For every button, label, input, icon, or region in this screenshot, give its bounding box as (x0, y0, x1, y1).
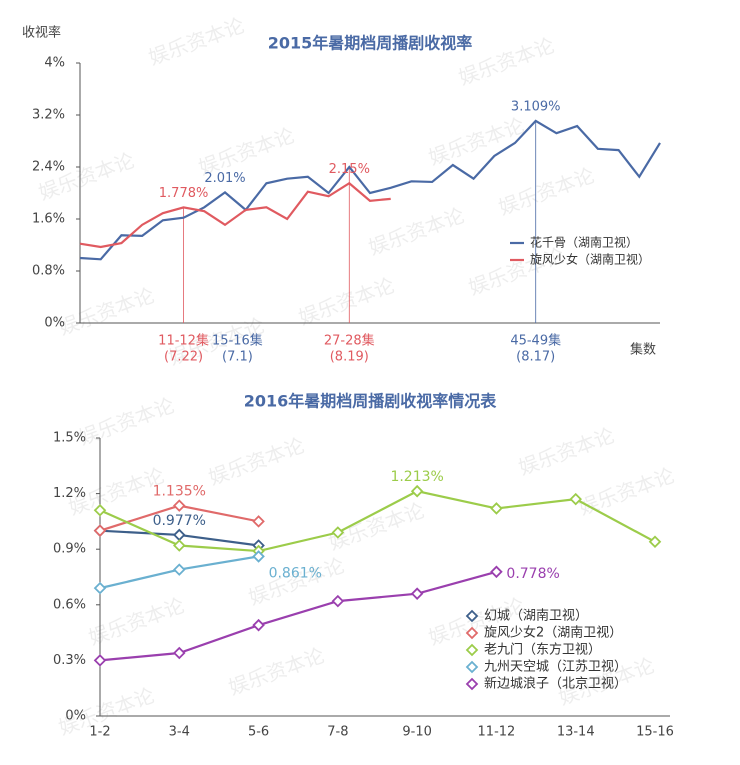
legend-label: 九州天空城（江苏卫视） (484, 659, 627, 675)
watermark: 娱乐资本论 (205, 433, 307, 490)
data-label: 0.977% (153, 513, 206, 529)
watermark: 娱乐资本论 (55, 283, 157, 340)
legend-label: 旋风少女2（湖南卫视） (484, 625, 622, 641)
annotation-label: 27-28集 (324, 333, 375, 349)
marker (173, 499, 186, 512)
marker (173, 646, 186, 660)
marker (490, 502, 503, 515)
y-axis-title: 收视率 (22, 25, 61, 41)
marker (331, 594, 345, 608)
marker (490, 565, 503, 579)
annotation-note: (7.1) (222, 350, 253, 365)
y-tick-label: 1.5% (53, 431, 86, 446)
y-tick-label: 0% (65, 709, 86, 724)
legend-label: 旋风少女（湖南卫视） (530, 252, 650, 267)
series-line (79, 181, 391, 249)
x-tick-label: 3-4 (169, 725, 190, 740)
marker (173, 528, 186, 542)
legend-label: 花千骨（湖南卫视） (530, 235, 638, 250)
legend-marker (465, 660, 479, 674)
y-tick-label: 3.2% (32, 108, 65, 123)
marker (648, 535, 662, 549)
marker (173, 539, 186, 552)
annotation-label: 11-12集 (158, 333, 209, 349)
marker (252, 515, 265, 528)
marker (410, 484, 424, 498)
data-label: 0.861% (269, 565, 322, 581)
marker (331, 526, 345, 539)
y-tick-label: 0% (44, 316, 65, 331)
x-tick-label: 15-16 (636, 725, 674, 740)
watermark: 娱乐资本论 (425, 113, 527, 170)
watermark: 娱乐资本论 (515, 423, 617, 480)
annotation-label: 15-16集 (212, 333, 263, 349)
x-axis-title: 集数 (630, 342, 656, 358)
y-tick-label: 0.6% (53, 597, 86, 612)
data-label: 1.778% (159, 186, 209, 201)
marker (252, 550, 265, 563)
x-tick-label: 1-2 (89, 725, 110, 740)
annotation-note: (8.17) (516, 350, 555, 365)
series-line (99, 570, 497, 662)
y-tick-label: 1.6% (32, 212, 65, 227)
annotation-note: (8.19) (330, 350, 369, 365)
y-tick-label: 1.2% (53, 486, 86, 501)
watermark: 娱乐资本论 (145, 13, 247, 70)
annotation-note: (7.22) (164, 350, 203, 365)
y-tick-label: 0.9% (53, 542, 86, 557)
watermark: 娱乐资本论 (365, 203, 467, 260)
legend-marker (465, 643, 479, 657)
legend-marker (465, 626, 479, 640)
marker (93, 524, 107, 537)
annotation-label: 45-49集 (510, 333, 561, 349)
watermark: 娱乐资本论 (225, 643, 327, 700)
legend-marker (465, 609, 479, 623)
marker (93, 504, 107, 517)
marker (173, 563, 186, 576)
marker (93, 654, 107, 667)
marker (410, 587, 424, 600)
y-tick-label: 0.3% (53, 653, 86, 668)
watermark: 娱乐资本论 (295, 273, 397, 330)
series-line (79, 119, 661, 261)
chart-title: 2015年暑期档周播剧收视率 (268, 34, 473, 53)
legend-label: 老九门（东方卫视） (484, 642, 601, 658)
watermark: 娱乐资本论 (75, 393, 177, 450)
watermark: 娱乐资本论 (495, 163, 597, 220)
marker (252, 618, 265, 632)
legend-label: 幻城（湖南卫视） (484, 608, 588, 624)
y-tick-label: 0.8% (32, 264, 65, 279)
x-tick-label: 13-14 (557, 725, 595, 740)
y-tick-label: 2.4% (32, 160, 65, 175)
marker (569, 492, 582, 506)
y-tick-label: 4% (44, 56, 65, 71)
x-tick-label: 9-10 (402, 725, 432, 740)
data-label: 2.01% (204, 171, 245, 186)
watermark: 娱乐资本论 (325, 498, 427, 555)
data-label: 3.109% (511, 99, 561, 114)
data-label: 2.15% (329, 162, 370, 177)
data-label: 1.135% (153, 484, 206, 500)
chart-title: 2016年暑期档周播剧收视率情况表 (244, 392, 498, 411)
data-label: 1.213% (390, 469, 443, 485)
x-tick-label: 7-8 (327, 725, 348, 740)
legend-label: 新边城浪子（北京卫视） (484, 676, 627, 692)
x-tick-label: 11-12 (478, 725, 516, 740)
data-label: 0.778% (506, 566, 559, 582)
x-tick-label: 5-6 (248, 725, 269, 740)
series-line (99, 490, 656, 553)
watermark: 娱乐资本论 (85, 593, 187, 650)
marker (93, 581, 107, 595)
watermark: 娱乐资本论 (35, 148, 137, 205)
legend-marker (465, 677, 479, 691)
watermark: 娱乐资本论 (575, 463, 677, 520)
